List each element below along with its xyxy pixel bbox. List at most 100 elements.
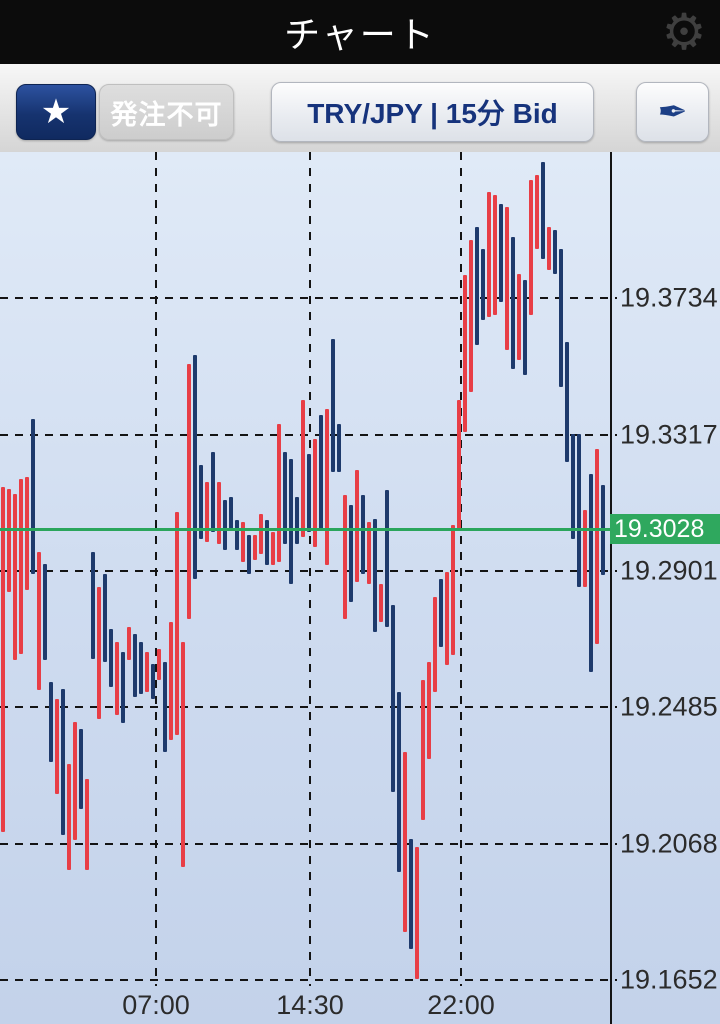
price-bar xyxy=(265,519,269,565)
price-bar xyxy=(97,586,101,719)
price-bar xyxy=(217,482,221,544)
price-bar xyxy=(1,487,5,832)
price-bar xyxy=(349,505,353,602)
price-bar xyxy=(157,648,161,680)
price-bar xyxy=(247,534,251,574)
price-bar xyxy=(145,651,149,692)
price-bar xyxy=(361,494,365,574)
price-bar xyxy=(463,275,467,432)
price-bar xyxy=(289,458,293,584)
current-price-line xyxy=(0,528,610,532)
price-bar xyxy=(565,341,569,463)
time-axis-label: 14:30 xyxy=(276,990,344,1020)
price-bar xyxy=(127,626,131,660)
price-bar xyxy=(421,679,425,820)
price-gridline xyxy=(0,842,617,845)
price-bar xyxy=(277,423,281,563)
price-bar xyxy=(295,496,299,544)
price-bar xyxy=(553,229,557,275)
price-bar xyxy=(19,478,23,654)
price-bar xyxy=(121,651,125,723)
price-bar xyxy=(325,409,329,565)
price-bar xyxy=(481,248,485,320)
price-bar xyxy=(379,583,383,622)
price-bar xyxy=(67,763,71,870)
price-axis-label: 19.3317 xyxy=(620,419,718,450)
price-bar xyxy=(409,838,413,950)
price-bar xyxy=(517,274,521,360)
price-bar xyxy=(499,203,503,302)
symbol-label: TRY/JPY | 15分 Bid xyxy=(307,98,558,129)
price-bar xyxy=(475,226,479,346)
price-chart[interactable]: 07:00 14:30 22:00 19.3734 19.3317 19.2901 19.2… xyxy=(0,152,720,1024)
price-bar xyxy=(445,571,449,665)
price-bar xyxy=(193,354,197,580)
pen-icon: ✒ xyxy=(657,91,688,132)
order-status-button[interactable]: 発注不可 xyxy=(99,84,234,140)
price-bar xyxy=(61,688,65,835)
price-bar xyxy=(91,551,95,659)
draw-tool-button[interactable]: ✒ xyxy=(636,82,709,142)
symbol-selector-button[interactable]: TRY/JPY | 15分 Bid xyxy=(271,82,594,142)
chart-toolbar: ★ 発注不可 TRY/JPY | 15分 Bid ✒ xyxy=(0,64,720,153)
price-bar xyxy=(451,525,455,655)
order-status-label: 発注不可 xyxy=(110,99,223,130)
price-bar xyxy=(181,641,185,867)
settings-button[interactable]: ⚙ xyxy=(658,6,710,58)
price-bar xyxy=(253,534,257,561)
price-gridline xyxy=(0,569,617,572)
price-bar xyxy=(151,663,155,699)
price-bar xyxy=(319,414,323,530)
price-gridline xyxy=(0,433,617,436)
price-bar xyxy=(529,180,533,316)
favorite-button[interactable]: ★ xyxy=(16,84,96,140)
price-axis-label: 19.1652 xyxy=(620,964,718,995)
price-bar xyxy=(511,237,515,370)
price-bar xyxy=(595,449,599,644)
price-bar xyxy=(241,522,245,562)
price-bar xyxy=(49,681,53,762)
price-bar xyxy=(589,473,593,672)
gear-icon: ⚙ xyxy=(661,4,707,60)
price-bar xyxy=(223,500,227,550)
price-bar xyxy=(433,597,437,692)
price-bar xyxy=(397,691,401,872)
price-bar xyxy=(115,641,119,715)
star-icon: ★ xyxy=(40,93,72,131)
price-bar xyxy=(283,451,287,544)
price-bar xyxy=(541,162,545,259)
price-axis-label: 19.2068 xyxy=(620,828,718,859)
price-bar xyxy=(523,279,527,375)
price-bar xyxy=(187,363,191,619)
price-bar xyxy=(175,511,179,735)
price-bar xyxy=(583,509,587,587)
price-bar xyxy=(469,240,473,392)
price-bar xyxy=(373,518,377,633)
price-bar xyxy=(73,721,77,840)
current-price-badge: 19.3028 xyxy=(610,514,720,545)
price-bar xyxy=(487,191,491,317)
price-axis-line xyxy=(610,152,612,1024)
price-bar xyxy=(199,465,203,540)
price-bar xyxy=(403,752,407,933)
price-bar xyxy=(79,729,83,809)
price-bar xyxy=(571,433,575,540)
price-bar xyxy=(37,551,41,690)
price-bar xyxy=(139,641,143,695)
price-bar xyxy=(337,423,341,472)
price-bar xyxy=(505,206,509,351)
price-bar xyxy=(457,399,461,529)
price-bar xyxy=(331,338,335,472)
price-gridline xyxy=(0,297,617,299)
price-bar xyxy=(211,451,215,532)
price-gridline xyxy=(0,706,617,709)
price-bar xyxy=(427,661,431,759)
price-gridline xyxy=(0,979,617,981)
price-bar xyxy=(25,476,29,590)
time-gridline xyxy=(460,152,462,986)
time-gridline xyxy=(309,152,311,986)
price-bar xyxy=(103,573,107,662)
price-bar xyxy=(493,194,497,316)
price-bar xyxy=(85,778,89,870)
